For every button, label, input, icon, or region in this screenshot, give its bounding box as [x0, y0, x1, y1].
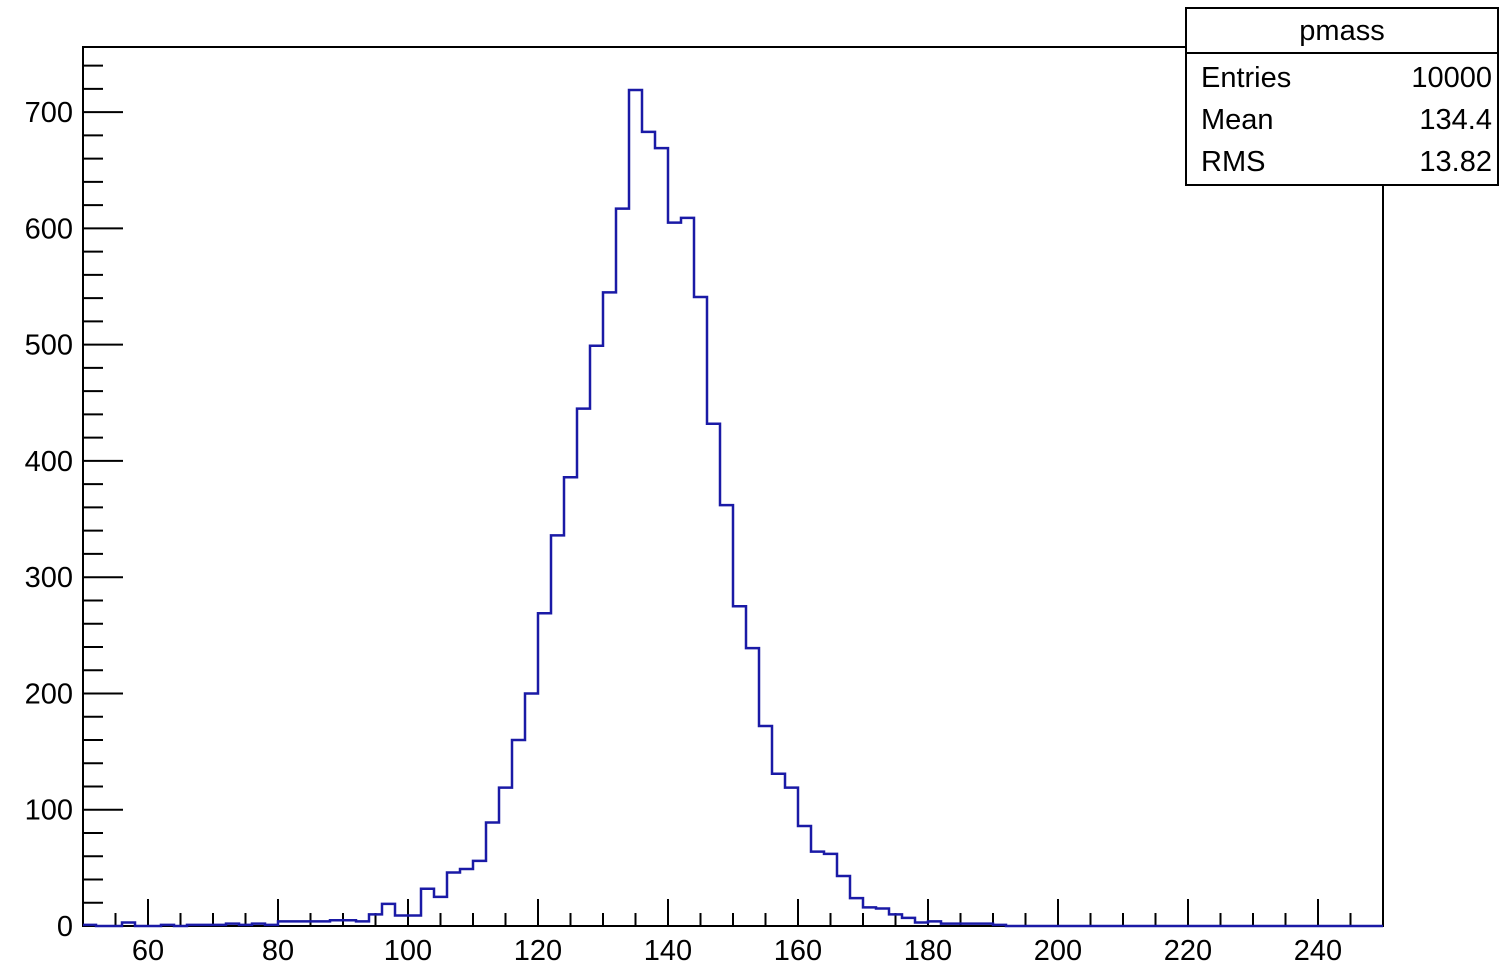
x-tick-label: 200 — [1034, 935, 1082, 967]
y-tick-label: 300 — [25, 562, 73, 594]
x-tick-label: 160 — [774, 935, 822, 967]
x-tick-label: 80 — [262, 935, 294, 967]
y-tick-label: 500 — [25, 330, 73, 362]
stats-box: pmass Entries 10000 Mean 134.4 RMS 13.82 — [1185, 7, 1499, 186]
y-tick-label: 100 — [25, 795, 73, 827]
x-tick-label: 140 — [644, 935, 692, 967]
x-tick-label: 60 — [132, 935, 164, 967]
stats-mean-value: 134.4 — [1419, 104, 1492, 136]
stats-rms-value: 13.82 — [1419, 146, 1492, 178]
stats-box-frame — [1185, 7, 1499, 186]
histogram-layer — [83, 88, 1383, 928]
axis-ticks-layer: 60 80 100 120 140 160 180 200 220 240 0 100 200 300 40… — [25, 64, 1384, 967]
y-tick-label: 200 — [25, 678, 73, 710]
stats-entries-value: 10000 — [1411, 62, 1492, 94]
y-tick-label: 700 — [25, 97, 73, 129]
x-tick-label: 100 — [384, 935, 432, 967]
x-tick-label: 120 — [514, 935, 562, 967]
stats-mean-label: Mean — [1201, 104, 1274, 136]
x-tick-label: 220 — [1164, 935, 1212, 967]
y-tick-label: 400 — [25, 446, 73, 478]
stats-title: pmass — [1299, 15, 1384, 47]
y-tick-label: 600 — [25, 213, 73, 245]
x-tick-label: 180 — [904, 935, 952, 967]
histogram-outline — [83, 88, 1383, 928]
y-tick-label: 0 — [57, 911, 73, 943]
stats-entries-label: Entries — [1201, 62, 1291, 94]
stats-rms-label: RMS — [1201, 146, 1265, 178]
x-tick-label: 240 — [1294, 935, 1342, 967]
